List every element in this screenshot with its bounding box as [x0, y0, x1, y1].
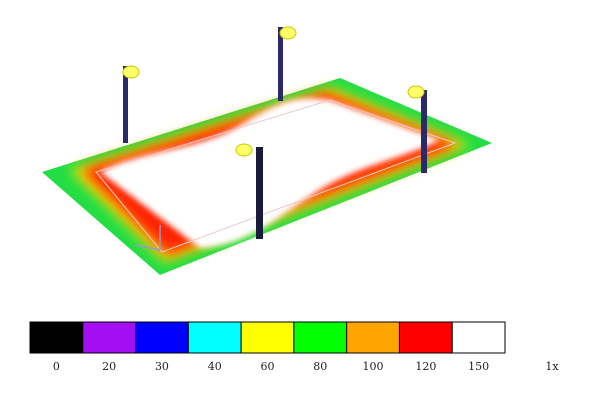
pole [123, 66, 128, 143]
axis-gizmo [134, 244, 161, 251]
legend-label: 0 [53, 360, 60, 373]
legend-swatch [293, 321, 348, 354]
legend-label: 40 [208, 360, 222, 373]
poles [122, 26, 427, 239]
legend: 1x 0 20 30 40 60 80 100 120 150 [29, 321, 559, 373]
legend-label: 30 [155, 360, 169, 373]
pole [256, 147, 263, 239]
legend-swatch [82, 321, 137, 354]
lamp [407, 85, 425, 99]
pole [421, 90, 427, 173]
legend-swatch [187, 321, 242, 354]
legend-swatch [346, 321, 400, 354]
legend-swatch [398, 321, 453, 354]
lamp [122, 65, 140, 79]
legend-label: 100 [363, 360, 384, 373]
legend-label: 120 [415, 360, 436, 373]
legend-label: 60 [261, 360, 275, 373]
legend-swatch [451, 321, 506, 354]
pole [278, 27, 283, 101]
legend-unit: 1x [545, 360, 559, 373]
legend-swatch [240, 321, 295, 354]
legend-label: 20 [102, 360, 116, 373]
field-white-area [100, 98, 440, 248]
legend-label: 150 [468, 360, 489, 373]
legend-label: 80 [313, 360, 327, 373]
field-lines [95, 99, 457, 253]
lamp [235, 143, 253, 157]
field [42, 78, 492, 275]
legend-swatch [29, 321, 84, 354]
lamp [279, 26, 297, 40]
legend-swatch [135, 321, 189, 354]
